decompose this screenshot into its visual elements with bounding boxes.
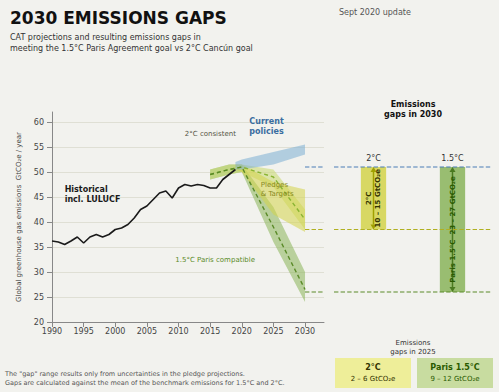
svg-text:40: 40 [34,218,44,227]
svg-text:50: 50 [34,168,44,177]
svg-text:2005: 2005 [137,327,157,336]
svg-text:& Targets: & Targets [261,190,294,198]
svg-text:2025: 2025 [263,327,283,336]
svg-text:Gaps are calculated against th: Gaps are calculated against the mean of … [5,379,285,387]
svg-text:2030: 2030 [295,327,315,336]
svg-text:25: 25 [34,293,44,302]
svg-text:Global greenhouse gas emission: Global greenhouse gas emissions GtCO₂e /… [15,132,23,302]
svg-text:2°C: 2°C [366,154,381,163]
svg-text:9 – 12 GtCO₂e: 9 – 12 GtCO₂e [430,375,479,383]
svg-text:2°C consistent: 2°C consistent [185,130,236,138]
svg-text:30: 30 [34,268,44,277]
svg-text:2000: 2000 [105,327,125,336]
svg-text:Paris 1.5°C 23 – 27 GtCO₂e: Paris 1.5°C 23 – 27 GtCO₂e [448,176,457,283]
svg-text:2015: 2015 [200,327,220,336]
svg-text:gaps in 2030: gaps in 2030 [384,110,442,119]
svg-text:60: 60 [34,118,44,127]
svg-text:Emissions: Emissions [391,100,436,109]
svg-text:1.5°C Paris compatible: 1.5°C Paris compatible [175,256,255,264]
svg-text:2°C: 2°C [365,191,373,205]
svg-text:Paris 1.5°C: Paris 1.5°C [430,363,479,372]
svg-text:meeting the 1.5°C Paris Agreem: meeting the 1.5°C Paris Agreement goal v… [10,44,253,53]
svg-text:2020: 2020 [232,327,252,336]
svg-text:policies: policies [249,127,284,136]
svg-text:CAT projections and resulting: CAT projections and resulting emissions … [10,33,201,42]
svg-text:55: 55 [34,143,44,152]
svg-text:gaps in 2025: gaps in 2025 [390,348,435,356]
svg-text:20: 20 [34,318,44,327]
svg-text:2030 EMISSIONS GAPS: 2030 EMISSIONS GAPS [10,8,227,28]
svg-text:Pledges: Pledges [261,181,289,189]
svg-text:incl. LULUCF: incl. LULUCF [65,195,121,204]
svg-text:2010: 2010 [168,327,188,336]
svg-text:Emissions: Emissions [396,339,431,347]
svg-text:1995: 1995 [73,327,93,336]
svg-text:2 – 6 GtCO₂e: 2 – 6 GtCO₂e [351,375,396,383]
svg-text:Sept 2020 update: Sept 2020 update [339,8,411,17]
svg-text:Historical: Historical [65,185,108,194]
svg-text:35: 35 [34,243,44,252]
svg-text:The "gap" range results only f: The "gap" range results only from uncert… [4,370,245,378]
svg-text:Current: Current [249,117,284,126]
svg-text:10 – 15 GtCO₂e: 10 – 15 GtCO₂e [374,169,382,228]
svg-text:1990: 1990 [42,327,62,336]
svg-text:1.5°C: 1.5°C [441,154,464,163]
svg-text:45: 45 [34,193,44,202]
svg-text:2°C: 2°C [365,363,381,372]
